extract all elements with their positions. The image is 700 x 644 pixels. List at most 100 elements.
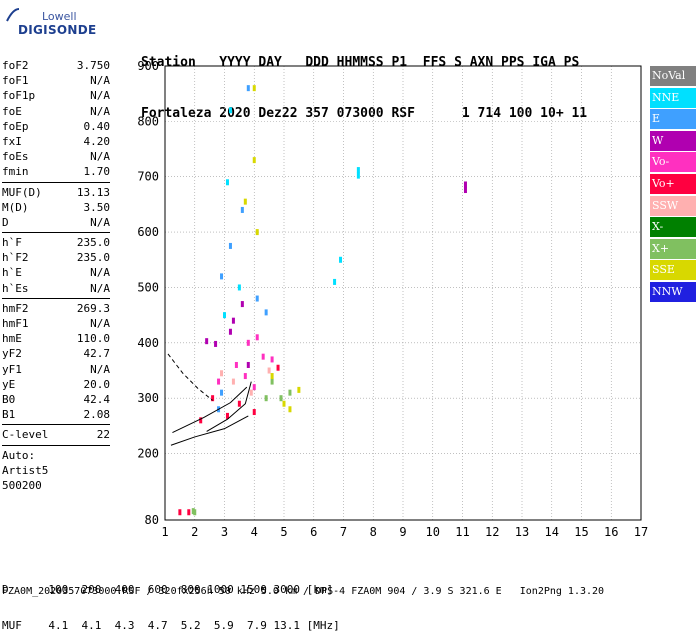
param-value: N/A (90, 281, 110, 295)
param-row: foE N/A (2, 104, 110, 119)
data-point (356, 172, 360, 179)
x-tick-label: 15 (574, 525, 588, 539)
separator (2, 181, 110, 183)
data-point (246, 85, 250, 92)
param-row: yF2 42.7 (2, 346, 110, 361)
param-name: hmF1 (2, 317, 29, 330)
auto-info-line: Artist5 (2, 463, 49, 477)
param-value: 269.3 (76, 301, 110, 315)
y-tick-label: 700 (137, 170, 159, 184)
x-tick-label: 9 (399, 525, 406, 539)
param-name: foF1p (2, 89, 36, 103)
digisonde-logo: Lowell DIGISONDE (4, 8, 96, 44)
data-point (237, 400, 241, 407)
param-value: N/A (90, 362, 110, 376)
param-row: C-level 22 (2, 427, 110, 442)
param-row: h`F 235.0 (2, 235, 110, 250)
x-tick-label: 2 (191, 525, 198, 539)
param-value: N/A (90, 89, 110, 103)
data-point (339, 256, 343, 263)
y-tick-label: 900 (137, 59, 159, 73)
legend-item: NNW (650, 281, 696, 302)
separator (2, 424, 110, 426)
data-point (220, 370, 224, 377)
data-point (178, 509, 182, 516)
param-row: h`E N/A (2, 265, 110, 280)
profile-curve (206, 381, 252, 432)
header-row2: Fortaleza 2020 Dez22 357 073000 RSF 1 71… (141, 106, 588, 121)
param-name: MUF(D) (2, 185, 42, 199)
param-name: foEp (2, 119, 29, 133)
x-tick-label: 7 (340, 525, 347, 539)
x-tick-label: 17 (634, 525, 648, 539)
data-point (252, 409, 256, 416)
param-value: 42.7 (83, 347, 111, 361)
profile-curve (172, 386, 248, 433)
data-point (211, 395, 215, 402)
logo-line1: Lowell (42, 10, 77, 23)
param-value: N/A (90, 215, 110, 229)
muf-table: D 100 200 400 600 800 1000 1500 3000 [km… (2, 560, 340, 644)
data-point (225, 412, 229, 419)
data-point (282, 400, 286, 407)
param-value: N/A (90, 317, 110, 330)
data-point (231, 378, 235, 385)
param-row: h`Es N/A (2, 281, 110, 296)
data-point (264, 395, 268, 402)
data-point (288, 389, 292, 396)
chart-points (178, 85, 467, 516)
data-point (276, 364, 280, 371)
data-point (205, 338, 209, 345)
data-point (231, 317, 235, 324)
legend-item: X+ (650, 238, 696, 259)
param-row: MUF(D) 13.13 (2, 185, 110, 200)
data-point (255, 295, 259, 302)
param-value: N/A (90, 74, 110, 88)
param-name: yF1 (2, 362, 22, 376)
param-row: yE 20.0 (2, 377, 110, 392)
data-point (252, 85, 256, 92)
param-value: 13.13 (76, 185, 110, 199)
separator (2, 444, 110, 446)
chart-curves (167, 353, 252, 446)
param-name: hmF2 (2, 301, 29, 315)
separator (2, 232, 110, 234)
param-row: D N/A (2, 215, 110, 230)
legend-item: X- (650, 217, 696, 238)
data-point (220, 389, 224, 396)
separator (2, 297, 110, 299)
data-point (240, 206, 244, 213)
param-value: 22 (96, 428, 110, 442)
y-tick-label: 400 (137, 336, 159, 350)
param-name: h`Es (2, 281, 29, 295)
legend-item: E (650, 109, 696, 130)
x-tick-label: 10 (426, 525, 440, 539)
param-value: 4.20 (83, 134, 111, 148)
param-row: M(D) 3.50 (2, 200, 110, 215)
ionogram-chart: 1 2 3 4 5 6 7 8 9 10 11 12 13 14 15 16 17 80200300400500… (137, 59, 648, 539)
x-tick-label: 3 (221, 525, 228, 539)
x-tick-label: 14 (545, 525, 559, 539)
param-row: hmE 110.0 (2, 331, 110, 346)
data-point (267, 367, 271, 374)
param-name: h`E (2, 266, 22, 280)
data-point (249, 389, 253, 396)
x-tick-label: 11 (455, 525, 469, 539)
param-name: fmin (2, 165, 29, 179)
chart-grid (164, 66, 642, 520)
legend-item: SSE (650, 260, 696, 281)
param-value: N/A (90, 104, 110, 118)
legend-item: Vo+ (650, 173, 696, 194)
data-point (333, 278, 337, 285)
param-row: fxI 4.20 (2, 134, 110, 149)
param-value: 3.750 (76, 59, 110, 72)
data-point (270, 356, 274, 363)
legend-item: NoVal (650, 66, 696, 86)
logo-line2: DIGISONDE (18, 23, 97, 37)
param-value: 20.0 (83, 377, 111, 391)
param-row: fmin 1.70 (2, 164, 110, 179)
data-point (243, 198, 247, 205)
param-row: h`F2 235.0 (2, 250, 110, 265)
x-tick-label: 13 (515, 525, 529, 539)
plot-frame (164, 65, 642, 521)
